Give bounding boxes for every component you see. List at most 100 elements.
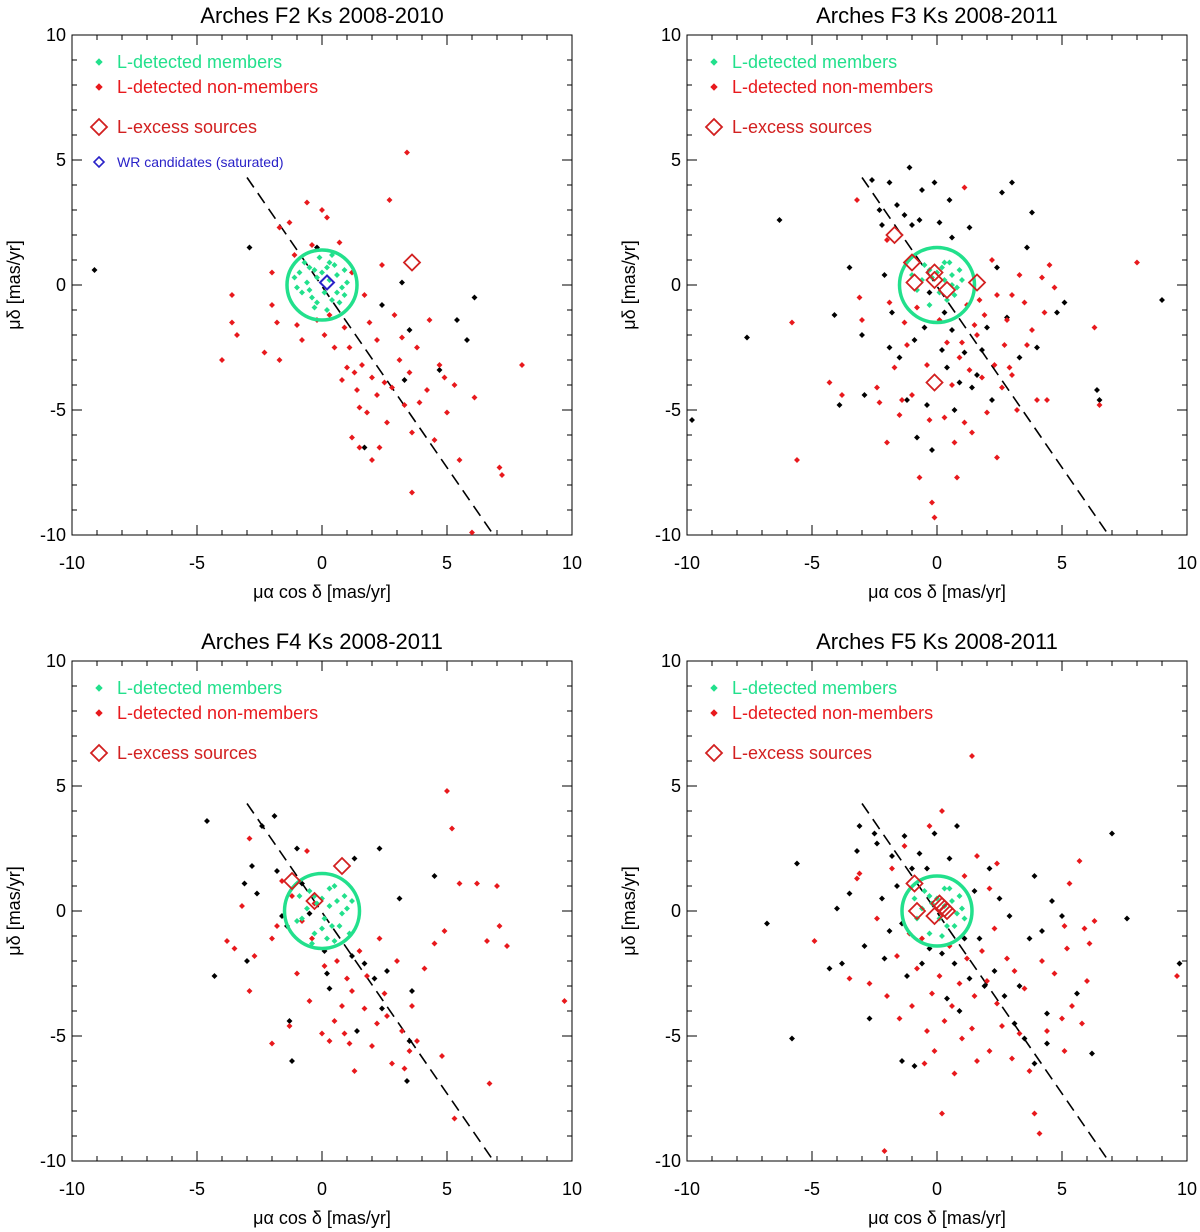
member-point [324, 935, 330, 942]
field-star-point [204, 818, 210, 824]
nonmember-point [931, 514, 938, 521]
field-star-point [989, 397, 995, 403]
nonmember-point [1009, 372, 1015, 378]
field-star-point [909, 222, 915, 228]
field-star-point [999, 189, 1005, 196]
excess-source-point [925, 263, 944, 282]
member-point [959, 277, 965, 283]
nonmember-point [981, 312, 988, 318]
field-star-point [979, 347, 985, 353]
nonmember-point [299, 337, 305, 343]
legend: L-detected members L-detected non-members… [89, 52, 318, 170]
x-tick-label: 5 [442, 553, 452, 573]
nonmember-point [384, 419, 390, 426]
field-star-point [1029, 209, 1035, 216]
nonmember-point [961, 419, 968, 426]
membership-circle [285, 248, 359, 322]
field-star-point [244, 958, 250, 964]
field-star-point [956, 379, 963, 386]
nonmember-point [369, 1043, 375, 1049]
nonmember-point [971, 322, 978, 328]
field-star-point [901, 212, 908, 218]
member-point [294, 284, 300, 291]
legend-marker-member [95, 58, 103, 66]
nonmember-point [399, 1028, 405, 1034]
nonmember-point [349, 988, 355, 994]
field-star-point [259, 823, 265, 829]
field-star-point [946, 855, 953, 862]
nonmember-point [361, 1005, 368, 1012]
nonmember-point [361, 292, 368, 298]
legend-label-excess: L-excess sources [732, 743, 872, 763]
nonmember-point [341, 324, 348, 331]
nonmember-point [359, 362, 365, 368]
member-point [341, 893, 348, 899]
nonmember-point [474, 880, 480, 887]
nonmember-point [881, 1148, 888, 1154]
y-tick-label: 5 [56, 776, 66, 796]
field-star-point [1006, 913, 1013, 919]
x-axis-label: μα cos δ [mas/yr] [868, 1208, 1006, 1228]
field-star-point [874, 840, 880, 847]
y-tick-label: 0 [671, 275, 681, 295]
legend-label-nonmember: L-detected non-members [732, 77, 933, 97]
nonmember-point [974, 332, 980, 338]
member-point [926, 302, 933, 308]
nonmember-point [409, 489, 415, 496]
field-star-point [1034, 344, 1040, 351]
legend-marker-member [95, 684, 103, 692]
nonmember-point [794, 457, 800, 463]
nonmember-point [1009, 292, 1015, 298]
nonmember-point [369, 457, 375, 463]
field-star-point [971, 888, 978, 894]
field-star-point [966, 224, 973, 231]
member-point [299, 915, 305, 922]
field-star-point [939, 347, 945, 353]
field-star-point [836, 402, 843, 408]
nonmember-point [269, 935, 275, 942]
nonmember-point [1069, 1003, 1075, 1009]
nonmember-point [1046, 262, 1053, 268]
field-star-point [861, 943, 868, 949]
nonmember-point [1014, 407, 1020, 413]
field-star-point [986, 865, 993, 872]
dashed-reference-line [246, 177, 495, 535]
nonmember-point [496, 464, 503, 471]
nonmember-point [326, 312, 333, 318]
member-point [299, 289, 305, 296]
field-star-point [919, 187, 925, 193]
nonmember-point [971, 993, 978, 999]
member-point [961, 915, 968, 922]
field-star-point [949, 234, 955, 241]
field-star-point [401, 377, 408, 383]
field-star-point [384, 968, 390, 974]
nonmember-point [561, 998, 568, 1004]
legend-marker-member [710, 58, 718, 66]
field-star-point [894, 202, 900, 208]
member-point [949, 272, 955, 278]
field-star-point [974, 372, 980, 378]
nonmember-point [391, 312, 398, 318]
member-point [941, 885, 948, 892]
member-point [306, 287, 313, 293]
y-tick-label: 0 [56, 901, 66, 921]
field-star-point [1124, 915, 1130, 922]
nonmember-point [959, 1035, 965, 1042]
field-star-point [879, 895, 885, 902]
member-point [959, 905, 965, 912]
nonmember-point [376, 935, 383, 942]
field-star-point [249, 863, 255, 869]
nonmember-point [929, 990, 935, 997]
legend: L-detected members L-detected non-members… [89, 678, 318, 763]
legend-label-nonmember: L-detected non-members [117, 77, 318, 97]
nonmember-point [1009, 1055, 1015, 1062]
nonmember-point [289, 893, 295, 899]
chart-panel-1: Arches F2 Ks 2008-2010 -10 -5 0 5 10 -10 -5 0 5 10… [4, 3, 582, 602]
field-star-point [981, 983, 988, 989]
nonmember-point [384, 1013, 390, 1019]
nonmember-point [859, 317, 865, 323]
nonmember-point [999, 1023, 1005, 1029]
nonmember-point [1031, 1110, 1038, 1117]
field-star-point [211, 973, 218, 979]
excess-source-point [925, 906, 944, 926]
